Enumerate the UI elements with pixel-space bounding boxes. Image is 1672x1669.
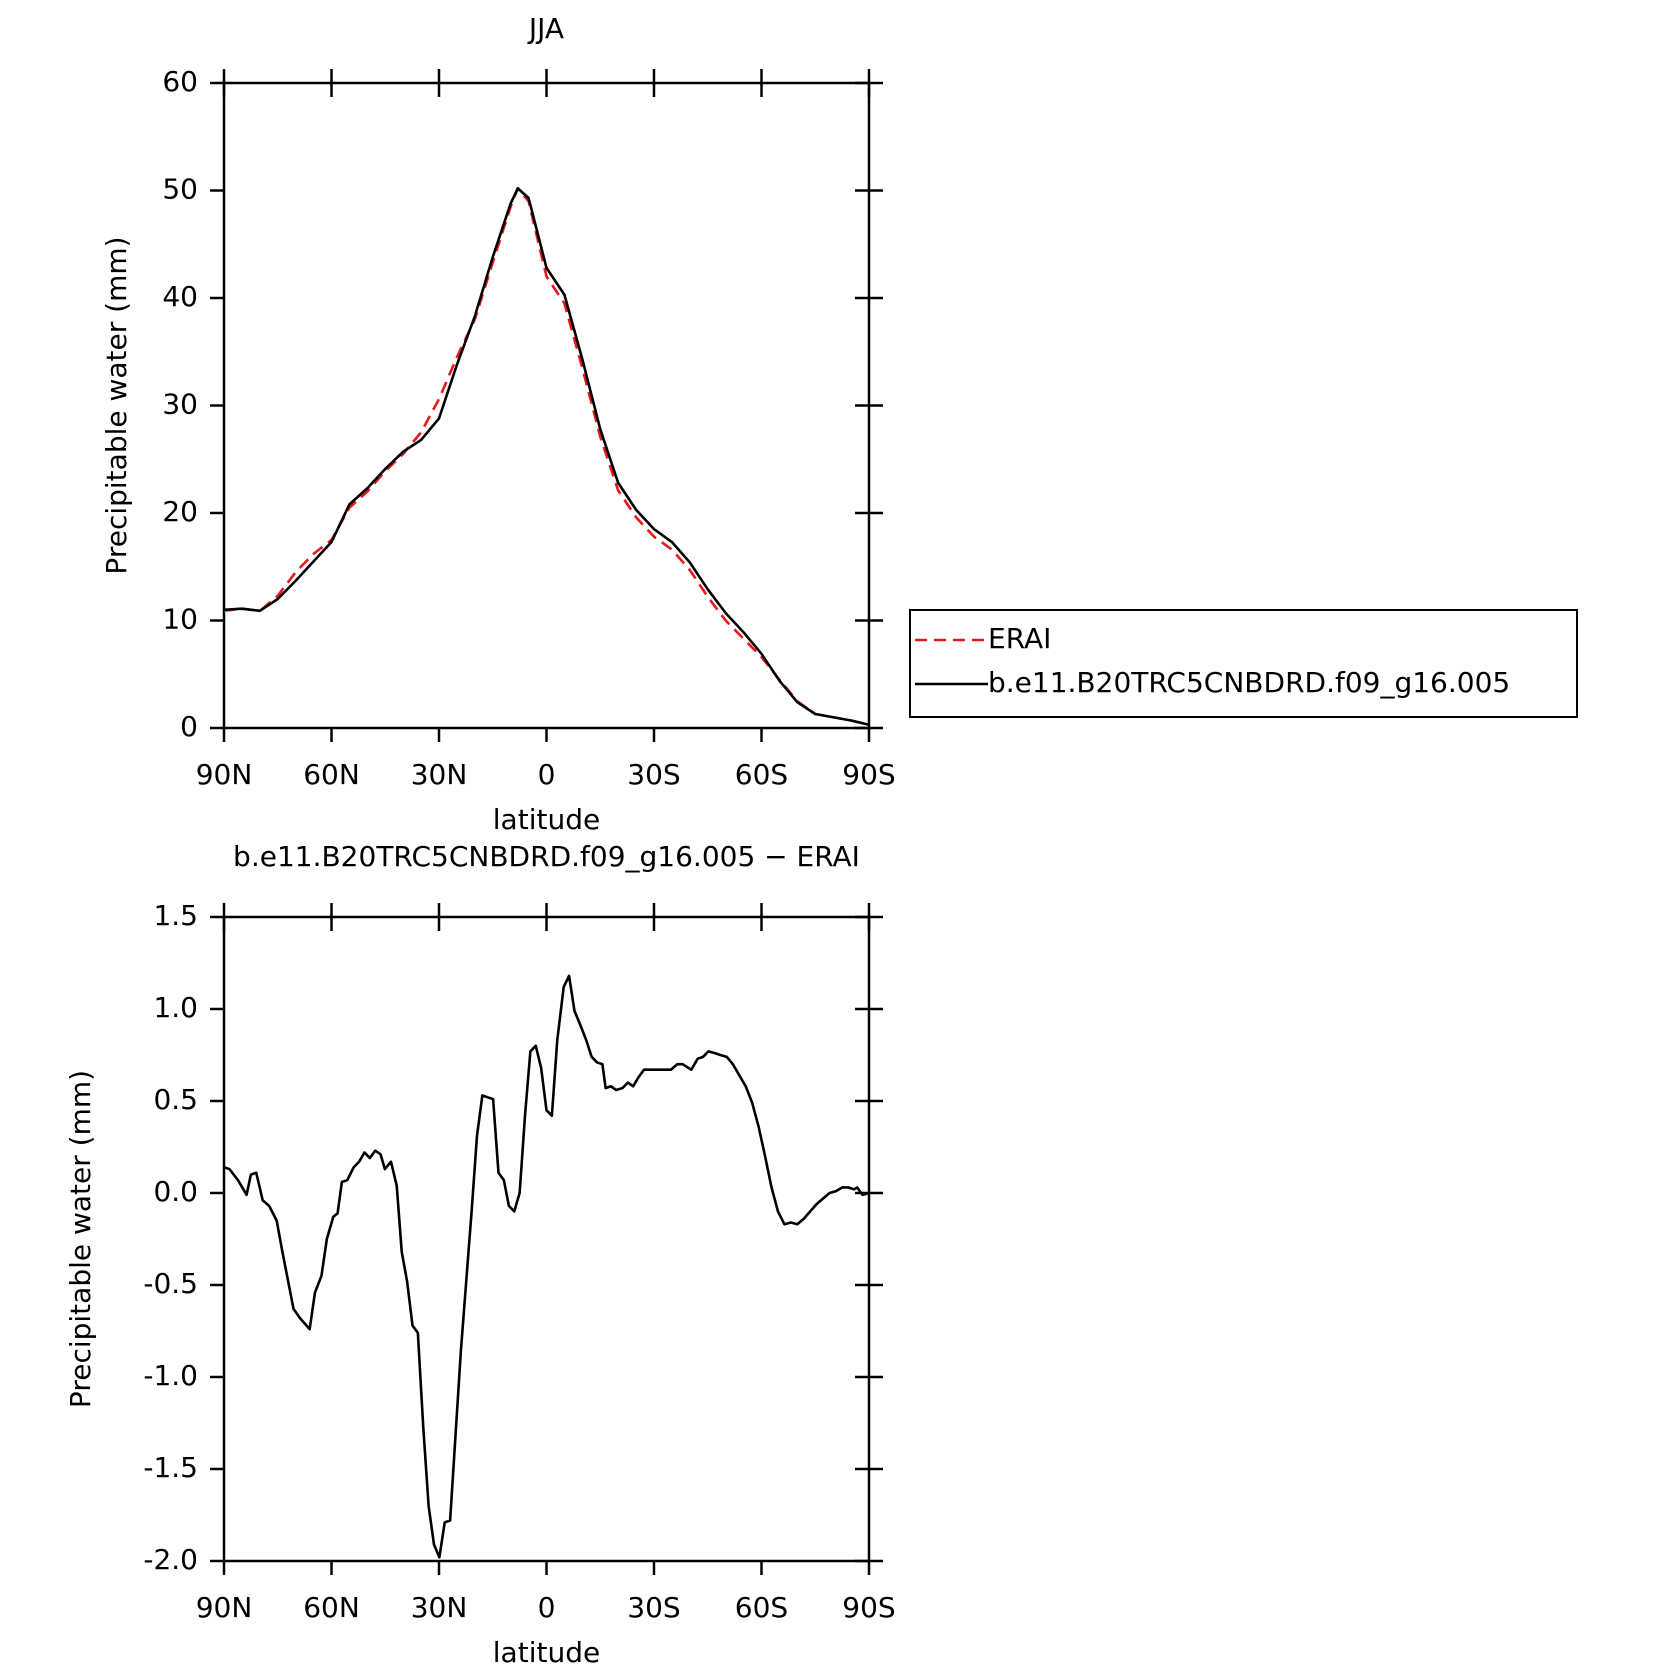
- chart-title: JJA: [527, 12, 564, 45]
- y-tick-label: 0.5: [153, 1083, 198, 1116]
- series-line: [223, 974, 870, 1559]
- y-axis-label: Precipitable water (mm): [100, 236, 133, 574]
- x-tick-label: 90S: [842, 758, 895, 791]
- y-tick-label: 60: [162, 65, 198, 98]
- x-tick-label: 60N: [303, 758, 360, 791]
- y-tick-label: -1.5: [143, 1451, 198, 1484]
- plot-frame: [222, 915, 871, 1563]
- y-tick-label: -2.0: [143, 1543, 198, 1576]
- chart-title: b.e11.B20TRC5CNBDRD.f09_g16.005 − ERAI: [233, 840, 860, 873]
- x-tick-label: 30N: [411, 1591, 468, 1624]
- y-axis-label: Precipitable water (mm): [64, 1070, 97, 1408]
- y-tick-label: -1.0: [143, 1359, 198, 1392]
- x-axis-label: latitude: [493, 803, 600, 836]
- x-tick-label: 90S: [842, 1591, 895, 1624]
- legend-box: [909, 609, 1578, 718]
- x-tick-label: 30N: [411, 758, 468, 791]
- y-tick-label: 1.5: [153, 899, 198, 932]
- x-tick-label: 30S: [627, 758, 680, 791]
- y-tick-label: 50: [162, 173, 198, 206]
- y-tick-label: 20: [162, 495, 198, 528]
- y-tick-label: 0.0: [153, 1175, 198, 1208]
- y-tick-label: 40: [162, 280, 198, 313]
- y-tick-label: -0.5: [143, 1267, 198, 1300]
- x-tick-label: 30S: [627, 1591, 680, 1624]
- x-tick-label: 90N: [196, 758, 253, 791]
- y-tick-label: 30: [162, 388, 198, 421]
- legend-label: b.e11.B20TRC5CNBDRD.f09_g16.005: [988, 666, 1510, 699]
- x-tick-label: 60S: [735, 758, 788, 791]
- y-tick-label: 10: [162, 603, 198, 636]
- x-tick-label: 90N: [196, 1591, 253, 1624]
- x-tick-label: 0: [538, 758, 556, 791]
- x-tick-label: 60N: [303, 1591, 360, 1624]
- x-tick-label: 60S: [735, 1591, 788, 1624]
- y-tick-label: 0: [180, 710, 198, 743]
- y-tick-label: 1.0: [153, 991, 198, 1024]
- plot-frame: [222, 81, 871, 730]
- x-axis-label: latitude: [493, 1636, 600, 1669]
- x-tick-label: 0: [538, 1591, 556, 1624]
- series-line: [223, 187, 870, 727]
- legend-label: ERAI: [988, 622, 1051, 655]
